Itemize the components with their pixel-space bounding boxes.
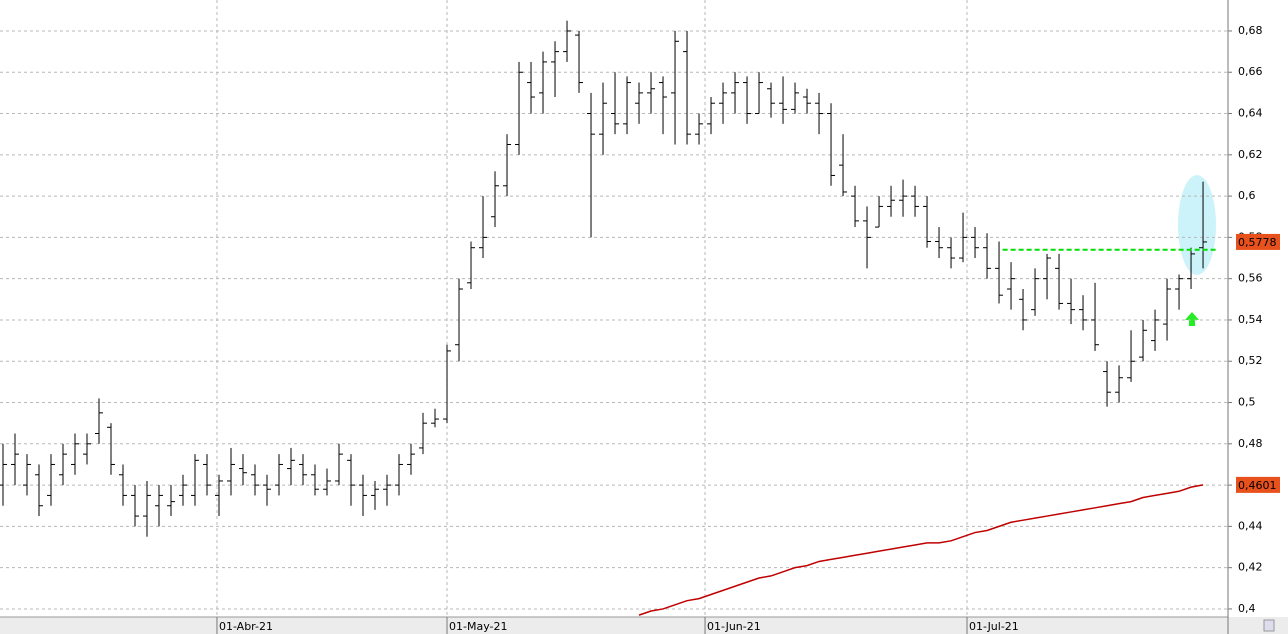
date-strip — [0, 617, 1288, 634]
x-tick-label: 01-Abr-21 — [219, 620, 273, 633]
y-tick-label: 0,4 — [1238, 602, 1256, 615]
y-tick-label: 0,64 — [1238, 107, 1263, 120]
x-tick-label: 01-Jun-21 — [707, 620, 761, 633]
toolbar-icon[interactable] — [1263, 619, 1275, 632]
highlight-ellipse — [1178, 175, 1216, 275]
y-tick-label: 0,62 — [1238, 148, 1263, 161]
moving-average — [638, 484, 1204, 616]
plot-area — [0, 0, 1228, 617]
y-tick-label: 0,44 — [1238, 519, 1263, 532]
y-tick-label: 0,48 — [1238, 437, 1263, 450]
price-marker — [1236, 233, 1280, 250]
price-marker-label: 0,5778 — [1238, 236, 1277, 249]
y-tick-label: 0,56 — [1238, 272, 1263, 285]
x-tick-label: 01-Jul-21 — [969, 620, 1019, 633]
price-marker-label: 0,4601 — [1238, 479, 1277, 492]
price-marker — [1236, 476, 1280, 493]
y-tick-label: 0,66 — [1238, 65, 1263, 78]
y-tick-label: 0,52 — [1238, 354, 1263, 367]
y-tick-label: 0,54 — [1238, 313, 1263, 326]
x-tick-label: 01-May-21 — [449, 620, 507, 633]
y-tick-label: 0,68 — [1238, 24, 1263, 37]
y-tick-label: 0,6 — [1238, 189, 1256, 202]
up-arrow — [1185, 312, 1199, 326]
y-tick-label: 0,5 — [1238, 396, 1256, 409]
y-tick-label: 0,42 — [1238, 561, 1263, 574]
